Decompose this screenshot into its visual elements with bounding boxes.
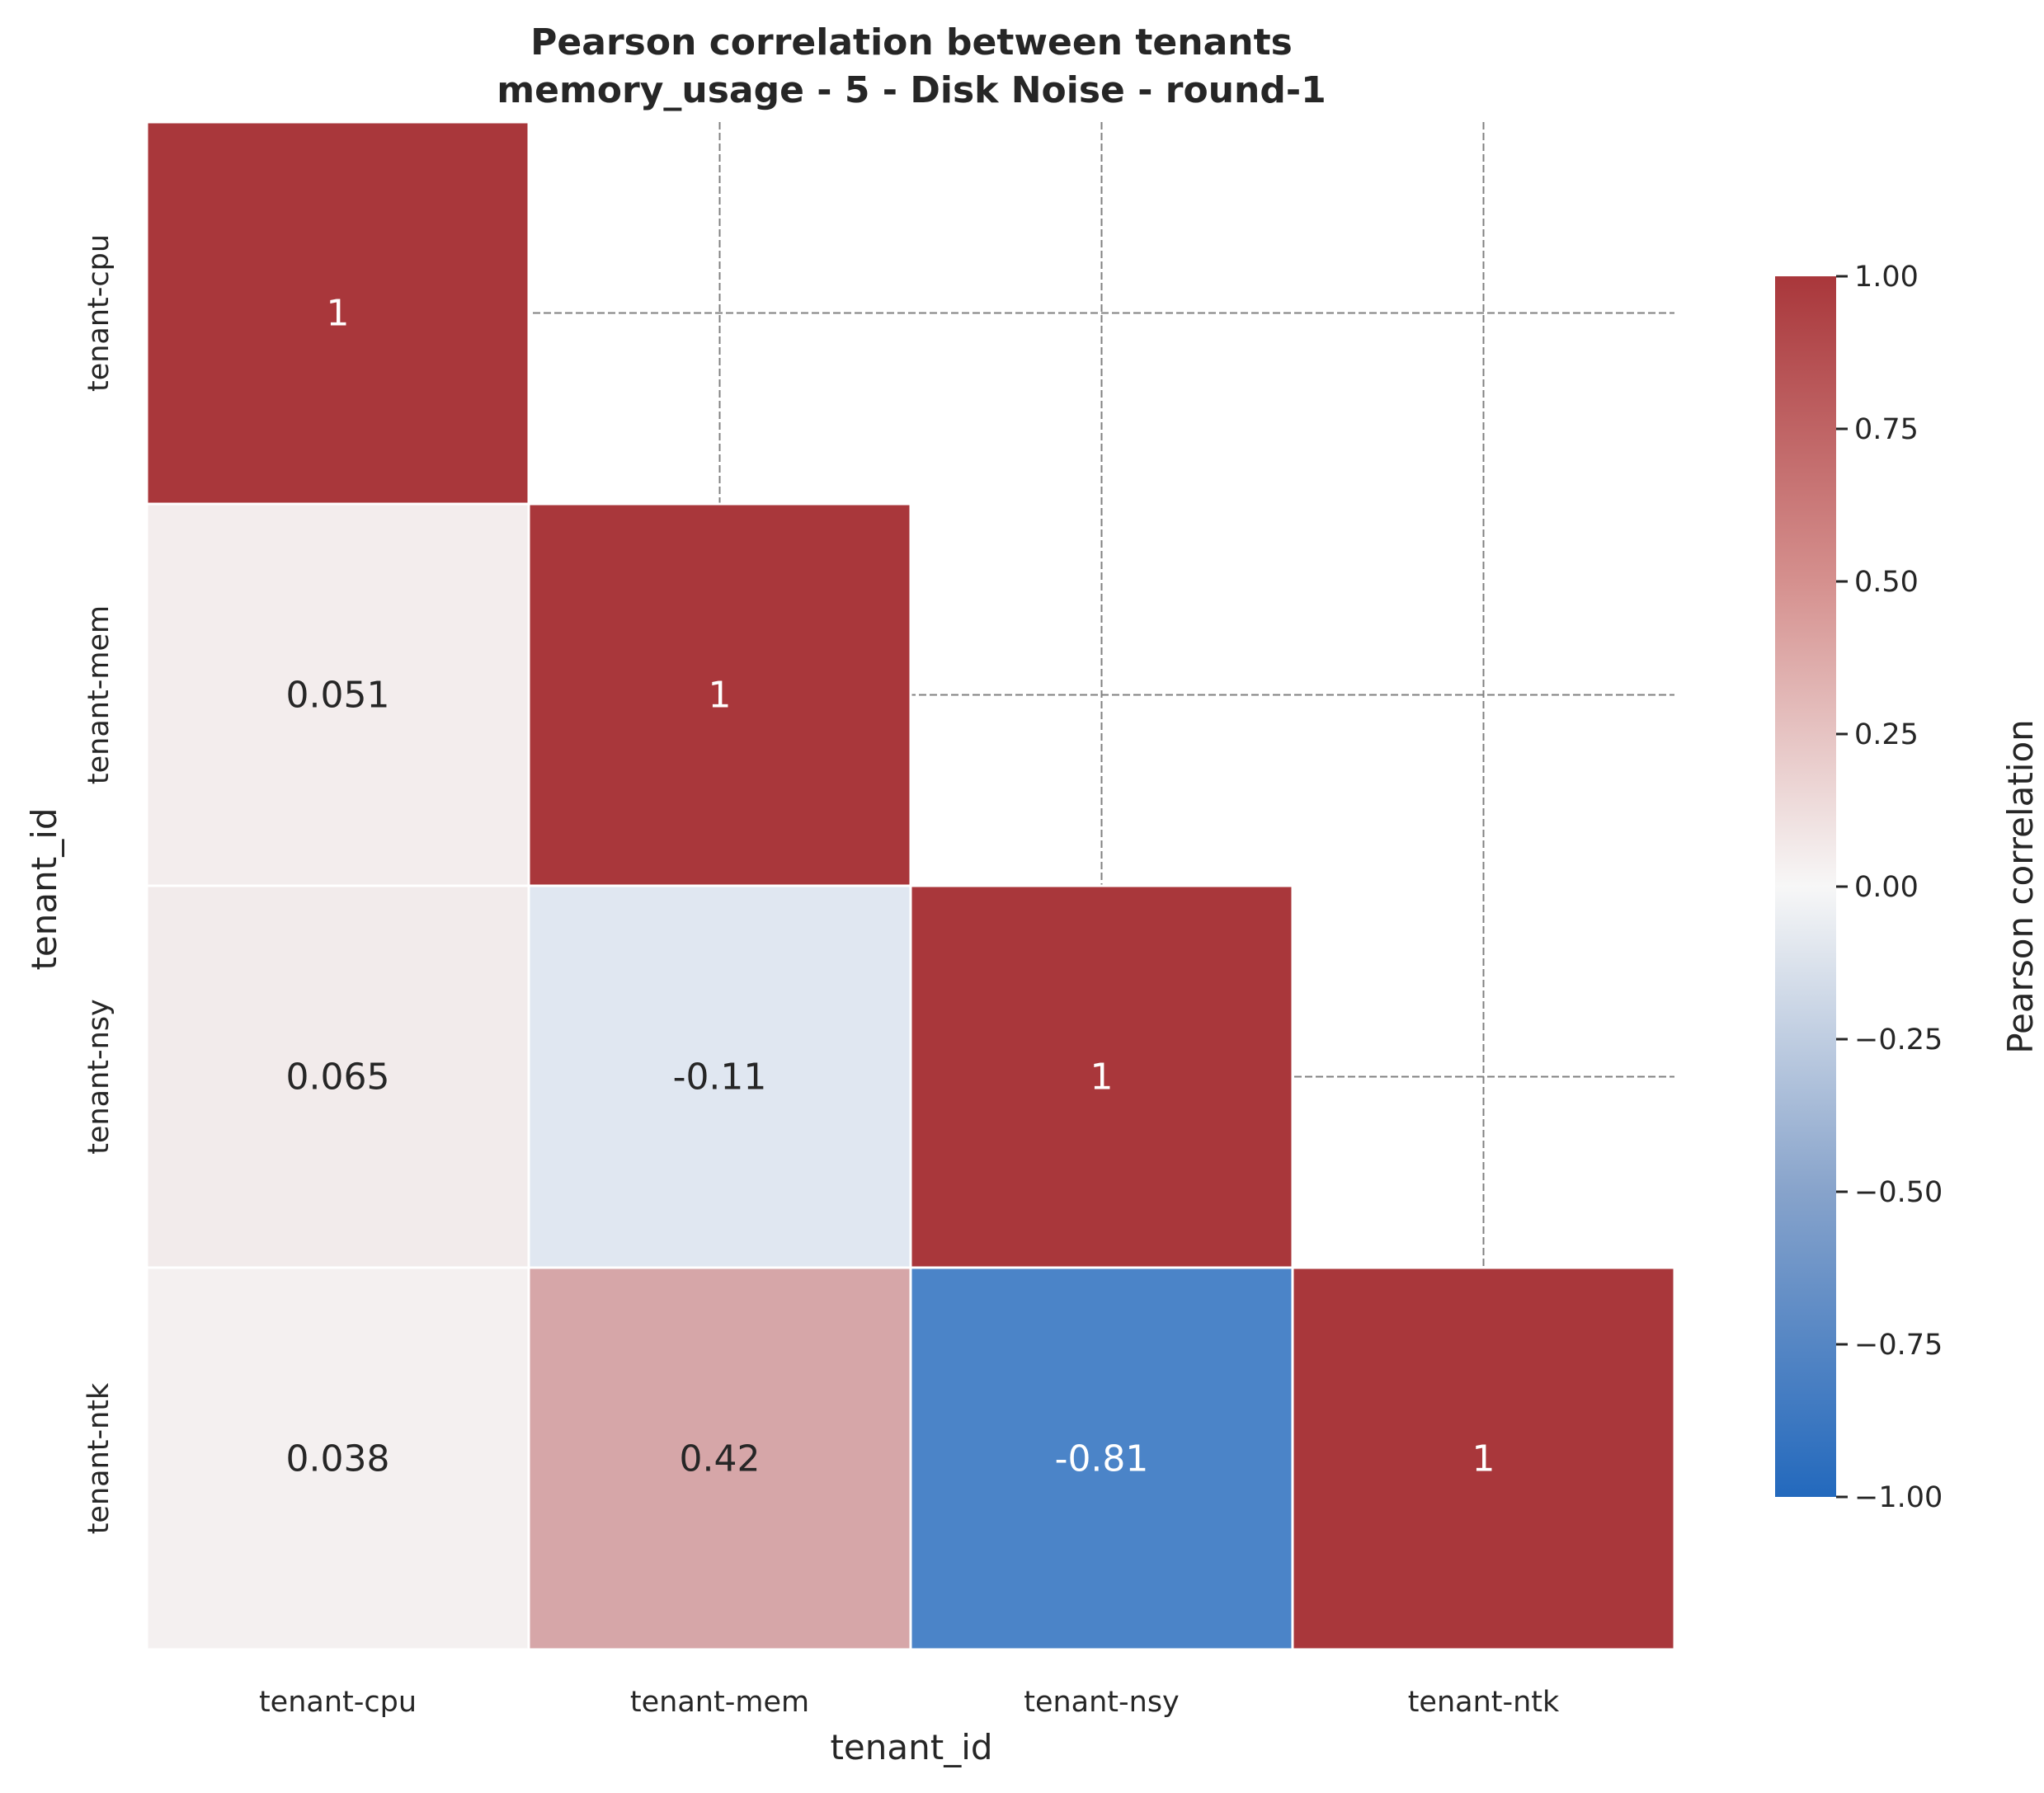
cell-value-label: 1 — [327, 293, 350, 335]
colorbar-tick-label: 1.00 — [1854, 261, 1919, 294]
colorbar-tick-label: −0.50 — [1854, 1176, 1943, 1209]
cell-value-label: 1 — [1472, 1438, 1495, 1480]
heatmap-cell — [527, 502, 912, 887]
colorbar-ticks: 1.00 0.75 0.50 0.25 0.00 −0.25 −0.50 −0.75 −1.00 — [1836, 261, 1943, 1514]
cell-value-label: 1 — [1090, 1057, 1114, 1099]
heatmap-cell — [1291, 1266, 1676, 1651]
colorbar-tick-label: 0.50 — [1854, 566, 1919, 599]
heatmap-cell — [909, 1266, 1294, 1651]
cell-value-label: 0.065 — [286, 1057, 390, 1099]
heatmap-cells — [145, 120, 1676, 1651]
cell-value-label: 0.42 — [680, 1438, 761, 1480]
x-tick-label: tenant-ntk — [1408, 1686, 1560, 1719]
heatmap-cell — [909, 884, 1294, 1269]
colorbar-tick-label: 0.25 — [1854, 718, 1919, 751]
chart-title-line-2: memory_usage - 5 - Disk Noise - round-1 — [497, 69, 1326, 111]
chart-title-line-1: Pearson correlation between tenants — [530, 21, 1293, 64]
heatmap-cell — [527, 1266, 912, 1651]
colorbar-tick-label: −0.75 — [1854, 1329, 1943, 1362]
x-tick-labels: tenant-cpu tenant-mem tenant-nsy tenant-ntk — [259, 1686, 1560, 1719]
cell-value-label: 1 — [709, 675, 732, 717]
colorbar-label: Pearson correlation — [2000, 719, 2041, 1054]
x-tick-label: tenant-cpu — [259, 1686, 417, 1719]
colorbar-tick-label: 0.00 — [1854, 871, 1919, 904]
colorbar-tick-label: −1.00 — [1854, 1481, 1943, 1514]
colorbar — [1775, 276, 1836, 1497]
x-axis-label: tenant_id — [830, 1727, 992, 1767]
heatmap-cell-labels: 1 0.051 1 0.065 -0.11 1 0.038 0.42 -0.81 1 — [286, 293, 1495, 1480]
y-tick-labels: tenant-cpu tenant-mem tenant-nsy tenant-ntk — [82, 234, 115, 1534]
cell-value-label: 0.038 — [286, 1438, 390, 1480]
cell-value-label: -0.11 — [673, 1057, 767, 1099]
x-tick-label: tenant-nsy — [1024, 1686, 1180, 1719]
heatmap-cell — [145, 1266, 530, 1651]
y-tick-label: tenant-nsy — [82, 999, 115, 1155]
cell-value-label: -0.81 — [1055, 1438, 1149, 1480]
heatmap-cell — [145, 120, 530, 506]
colorbar-tick-label: −0.25 — [1854, 1024, 1943, 1057]
y-axis-label: tenant_id — [24, 807, 64, 970]
heatmap-cell — [145, 884, 530, 1269]
y-tick-label: tenant-mem — [82, 605, 115, 784]
cell-value-label: 0.051 — [286, 675, 390, 717]
colorbar-tick-label: 0.75 — [1854, 413, 1919, 446]
x-tick-label: tenant-mem — [630, 1686, 809, 1719]
heatmap-cell — [527, 884, 912, 1269]
y-tick-label: tenant-cpu — [82, 234, 115, 392]
y-tick-label: tenant-ntk — [82, 1382, 115, 1534]
